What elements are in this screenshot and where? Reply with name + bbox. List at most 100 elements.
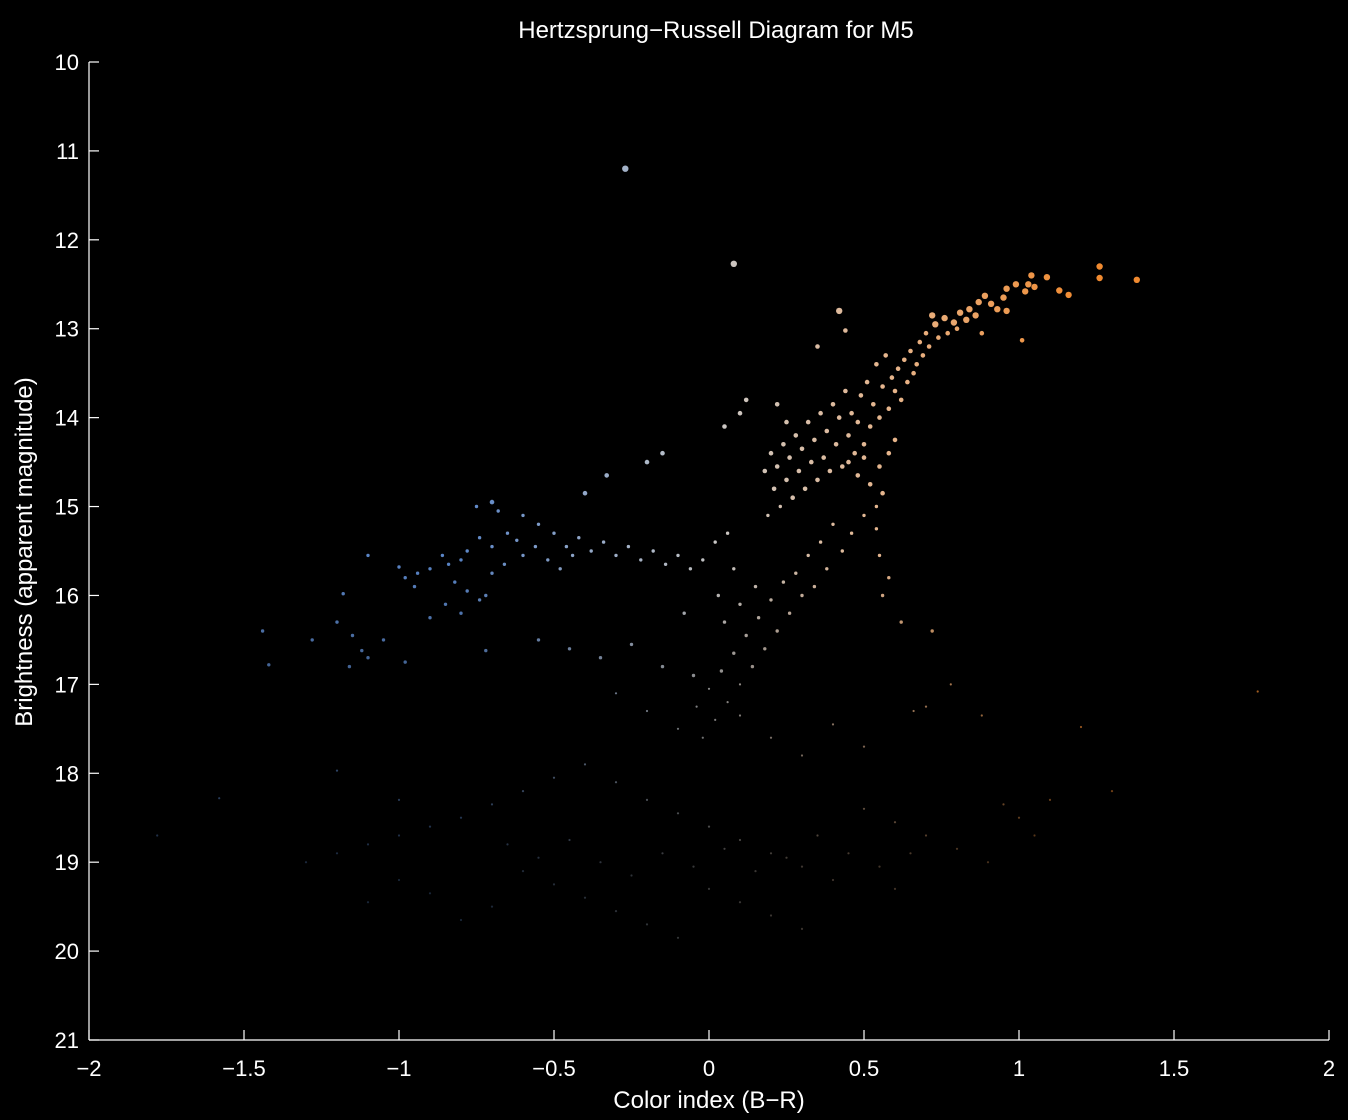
- star-point: [676, 936, 680, 939]
- star-point: [552, 776, 556, 779]
- star-point: [1043, 274, 1051, 281]
- star-point: [1021, 288, 1029, 295]
- star-point: [582, 490, 588, 496]
- star-point: [877, 415, 882, 420]
- star-point: [784, 419, 789, 425]
- star-point: [415, 571, 420, 575]
- star-point: [800, 754, 804, 757]
- star-point: [941, 314, 948, 322]
- star-point: [1031, 283, 1038, 291]
- star-point: [809, 459, 814, 465]
- star-point: [763, 647, 767, 651]
- star-point: [802, 486, 808, 492]
- star-point: [459, 558, 463, 562]
- star-point: [601, 540, 606, 544]
- star-point: [714, 718, 717, 722]
- star-point: [629, 642, 634, 647]
- star-point: [762, 468, 768, 474]
- star-point: [892, 437, 898, 443]
- x-tick-label: 1.5: [1159, 1056, 1190, 1081]
- star-point: [1017, 816, 1021, 819]
- star-point: [899, 620, 903, 624]
- star-point: [874, 527, 879, 531]
- star-point: [521, 553, 525, 558]
- star-point: [350, 633, 355, 638]
- star-point: [827, 468, 833, 474]
- star-point: [874, 362, 879, 367]
- star-point: [852, 450, 857, 456]
- star-point: [824, 428, 830, 434]
- star-point: [722, 620, 727, 624]
- star-point: [1096, 274, 1103, 282]
- star-point: [972, 312, 979, 319]
- star-point: [428, 892, 432, 895]
- star-point: [936, 335, 941, 340]
- x-tick-label: −1: [386, 1056, 411, 1081]
- star-point: [1133, 276, 1141, 283]
- star-point: [987, 300, 995, 307]
- x-axis-label: Color index (B−R): [613, 1087, 804, 1114]
- star-point: [453, 580, 457, 584]
- star-point: [956, 309, 964, 316]
- star-point: [577, 536, 581, 540]
- star-point: [963, 316, 970, 323]
- star-point: [877, 553, 882, 558]
- star-point: [909, 852, 912, 855]
- star-point: [465, 549, 469, 553]
- star-point: [558, 567, 562, 571]
- star-point: [692, 865, 695, 868]
- star-point: [645, 709, 649, 713]
- star-point: [366, 553, 370, 558]
- star-point: [156, 834, 159, 837]
- star-point: [966, 306, 973, 313]
- star-point: [726, 701, 729, 704]
- star-point: [902, 357, 907, 363]
- star-point: [867, 482, 873, 487]
- star-point: [775, 629, 779, 633]
- star-point: [533, 544, 538, 549]
- star-point: [846, 433, 851, 438]
- star-point: [484, 648, 488, 653]
- star-point: [778, 504, 782, 509]
- star-point: [893, 887, 897, 891]
- star-point: [768, 450, 774, 456]
- star-point: [428, 616, 432, 620]
- star-point: [218, 797, 221, 800]
- star-point: [1028, 272, 1035, 279]
- x-tick-label: 0: [703, 1056, 715, 1081]
- star-point: [440, 553, 445, 558]
- star-point: [707, 887, 711, 891]
- star-point: [446, 562, 451, 566]
- star-point: [812, 584, 817, 589]
- y-tick-label: 16: [55, 583, 79, 608]
- star-point: [911, 370, 916, 376]
- star-point: [818, 540, 823, 544]
- star-point: [800, 593, 804, 598]
- star-point: [598, 656, 603, 660]
- star-point: [930, 629, 934, 633]
- star-point: [818, 410, 823, 416]
- star-point: [954, 326, 960, 332]
- star-point: [521, 790, 525, 793]
- star-point: [923, 330, 929, 336]
- star-point: [341, 592, 345, 596]
- star-point: [862, 807, 866, 810]
- star-point: [335, 769, 339, 772]
- star-point: [335, 620, 339, 624]
- star-point: [477, 598, 482, 602]
- y-axis-label: Brightness (apparent magnitude): [11, 377, 38, 727]
- star-point: [502, 562, 507, 566]
- star-point: [360, 648, 364, 653]
- star-point: [552, 531, 556, 535]
- star-point: [840, 549, 844, 553]
- star-point: [335, 852, 339, 855]
- star-point: [459, 918, 463, 922]
- star-point: [887, 576, 891, 580]
- star-point: [825, 567, 829, 571]
- x-ticks: −2 −1.5 −1 −0.5 0 0.5 1 1.5 2: [76, 1030, 1335, 1081]
- star-point: [722, 424, 727, 429]
- star-point: [821, 455, 826, 460]
- star-point: [790, 495, 795, 501]
- star-point: [521, 870, 525, 873]
- star-point: [981, 292, 989, 299]
